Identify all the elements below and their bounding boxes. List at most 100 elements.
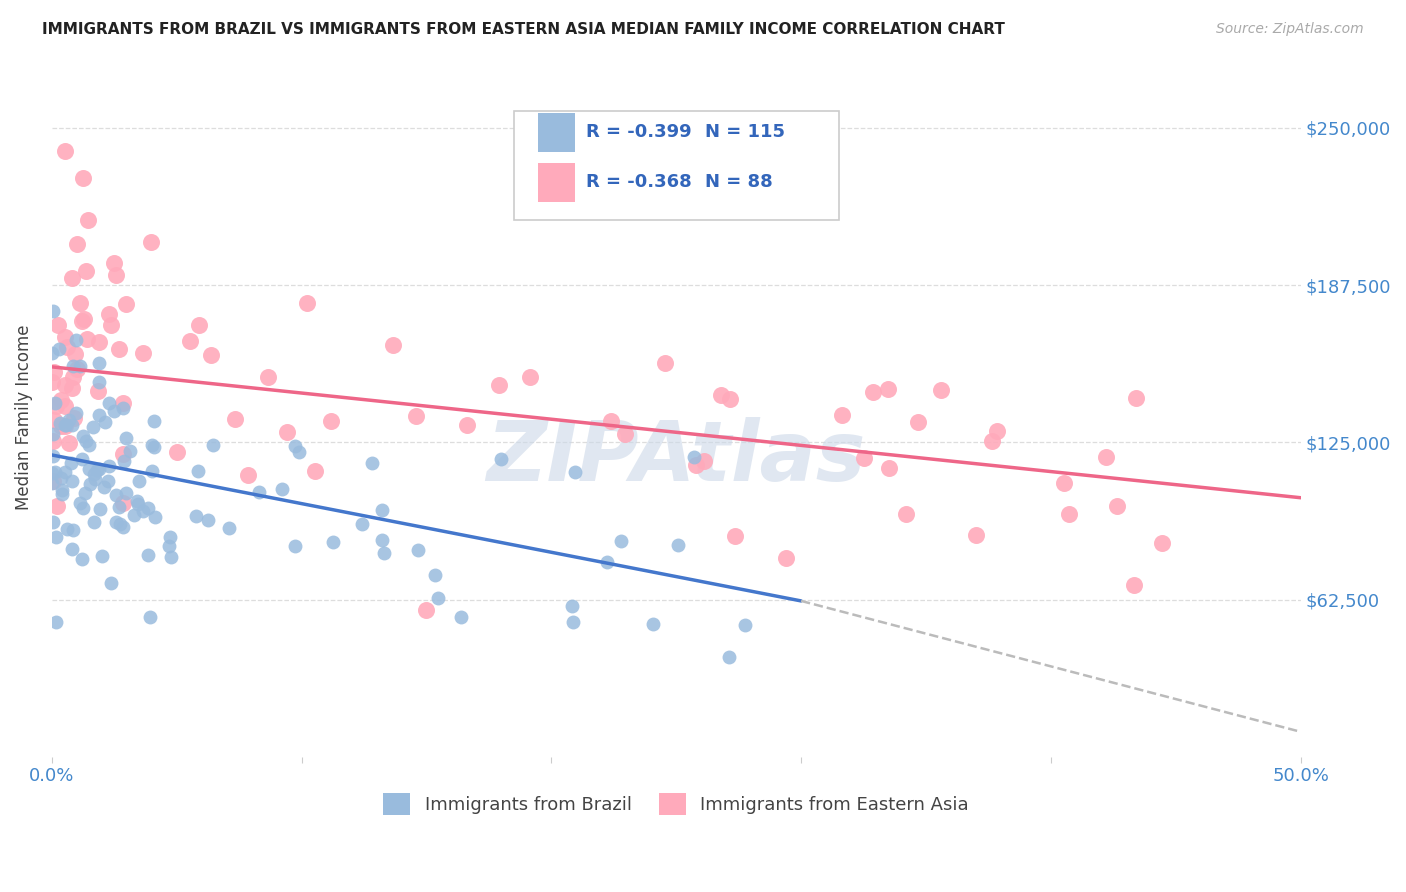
Point [519, 370, 541, 384]
Point [86, 462, 108, 476]
Point [69, 495, 91, 509]
FancyBboxPatch shape [537, 163, 575, 202]
Point [896, 507, 918, 521]
Point [97, 396, 120, 410]
Point [42, 303, 65, 318]
Point [53, 330, 76, 344]
Text: Source: ZipAtlas.com: Source: ZipAtlas.com [1216, 22, 1364, 37]
Point [862, 385, 884, 400]
Point [613, 427, 636, 442]
FancyBboxPatch shape [513, 112, 838, 220]
Point [41, 345, 63, 359]
Point [73, 312, 96, 326]
Point [65, 347, 87, 361]
Point [100, 576, 122, 591]
Point [304, 464, 326, 478]
Point [188, 318, 211, 332]
Point [75, 434, 97, 449]
Point [284, 539, 307, 553]
Point [87, 408, 110, 422]
Point [284, 439, 307, 453]
Point [53, 419, 76, 434]
Point [53, 417, 76, 432]
Point [427, 591, 450, 605]
Point [423, 568, 446, 582]
Point [41, 375, 63, 389]
Point [94, 415, 117, 429]
Point [1150, 536, 1173, 550]
Point [718, 392, 741, 407]
Point [55, 399, 77, 413]
Point [83, 515, 105, 529]
Point [143, 414, 166, 428]
Point [415, 602, 437, 616]
Text: IMMIGRANTS FROM BRAZIL VS IMMIGRANTS FROM EASTERN ASIA MEDIAN FAMILY INCOME CORR: IMMIGRANTS FROM BRAZIL VS IMMIGRANTS FRO… [42, 22, 1005, 37]
Point [70, 314, 93, 328]
Point [160, 549, 183, 564]
Point [41, 476, 63, 491]
Point [112, 447, 135, 461]
Point [488, 378, 510, 392]
Point [72, 501, 94, 516]
Point [76, 332, 98, 346]
Point [187, 464, 209, 478]
Point [111, 520, 134, 534]
FancyBboxPatch shape [537, 112, 575, 152]
Point [55, 418, 77, 433]
Point [115, 297, 138, 311]
Point [49, 419, 72, 434]
Point [1057, 507, 1080, 521]
Point [104, 268, 127, 282]
Point [596, 555, 619, 569]
Point [157, 539, 180, 553]
Point [65, 333, 87, 347]
Point [58, 436, 80, 450]
Text: N = 88: N = 88 [704, 173, 773, 192]
Point [1053, 475, 1076, 490]
Point [45, 530, 67, 544]
Text: N = 115: N = 115 [704, 123, 785, 141]
Point [734, 617, 756, 632]
Point [350, 517, 373, 532]
Point [929, 383, 952, 397]
Point [65, 406, 87, 420]
Point [111, 401, 134, 416]
Point [256, 370, 278, 384]
Point [98, 458, 121, 473]
Point [132, 504, 155, 518]
Point [97, 475, 120, 489]
Point [44, 465, 66, 479]
Point [51, 483, 73, 498]
Point [107, 500, 129, 515]
Point [82, 420, 104, 434]
Point [1123, 578, 1146, 592]
Point [128, 474, 150, 488]
Point [70, 452, 93, 467]
Point [44, 365, 66, 379]
Point [197, 512, 219, 526]
Point [100, 318, 122, 332]
Point [42, 449, 65, 463]
Point [49, 416, 72, 430]
Point [775, 551, 797, 566]
Point [89, 356, 111, 370]
Point [66, 237, 89, 252]
Point [685, 458, 707, 472]
Point [1125, 391, 1147, 405]
Point [60, 381, 83, 395]
Point [60, 542, 83, 557]
Point [370, 503, 392, 517]
Point [90, 549, 112, 563]
Point [270, 482, 292, 496]
Point [666, 538, 689, 552]
Text: R = -0.368: R = -0.368 [586, 173, 692, 192]
Point [141, 438, 163, 452]
Text: R = -0.399: R = -0.399 [586, 123, 692, 141]
Point [60, 417, 83, 432]
Point [72, 170, 94, 185]
Point [877, 461, 900, 475]
Point [247, 484, 270, 499]
Point [1105, 499, 1128, 513]
Point [62, 410, 84, 425]
Point [87, 335, 110, 350]
